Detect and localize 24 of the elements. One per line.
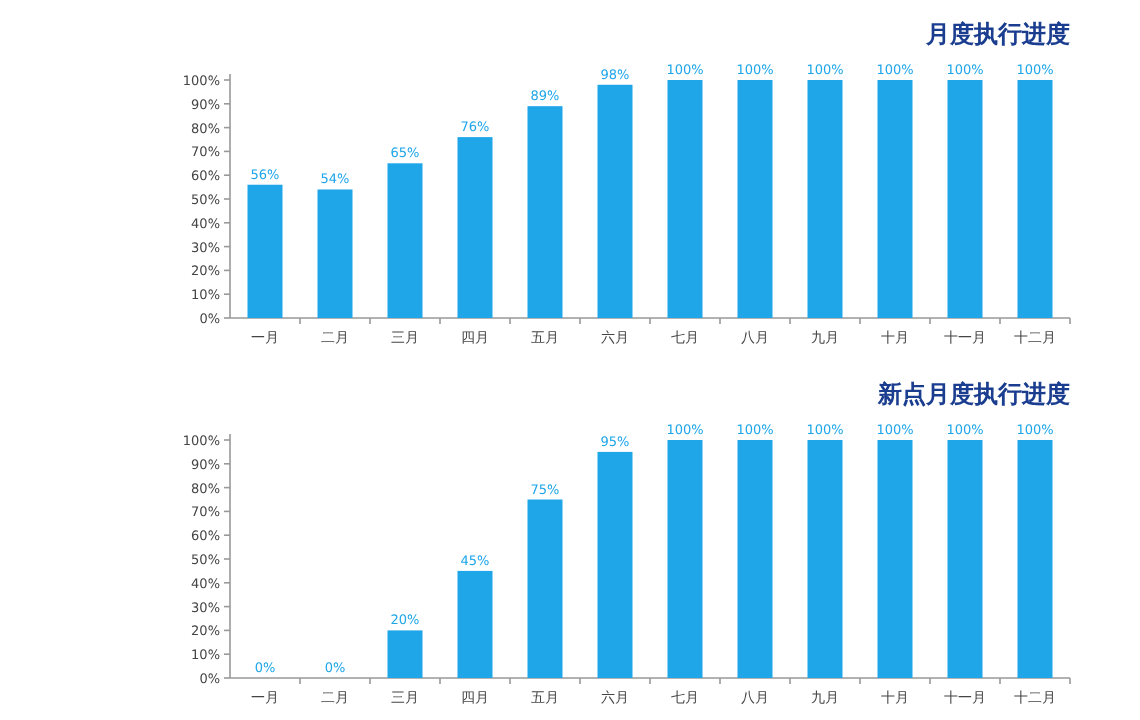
- bar: [527, 106, 563, 318]
- bar: [737, 80, 773, 318]
- bar: [597, 84, 633, 318]
- bar: [527, 499, 563, 678]
- bar: [247, 184, 283, 318]
- bar: [667, 80, 703, 318]
- chart-title: 月度执行进度: [924, 20, 1070, 48]
- bar: [387, 630, 423, 678]
- chart-title: 新点月度执行进度: [876, 380, 1070, 408]
- bar: [737, 440, 773, 678]
- bar: [457, 570, 493, 678]
- bar: [807, 440, 843, 678]
- bar: [1017, 440, 1053, 678]
- bar: [877, 80, 913, 318]
- bar: [667, 440, 703, 678]
- bar: [947, 80, 983, 318]
- bar: [317, 189, 353, 318]
- bar: [1017, 80, 1053, 318]
- bar: [947, 440, 983, 678]
- bar: [387, 163, 423, 318]
- bar: [457, 137, 493, 318]
- bar: [877, 440, 913, 678]
- bar: [597, 451, 633, 678]
- bar: [807, 80, 843, 318]
